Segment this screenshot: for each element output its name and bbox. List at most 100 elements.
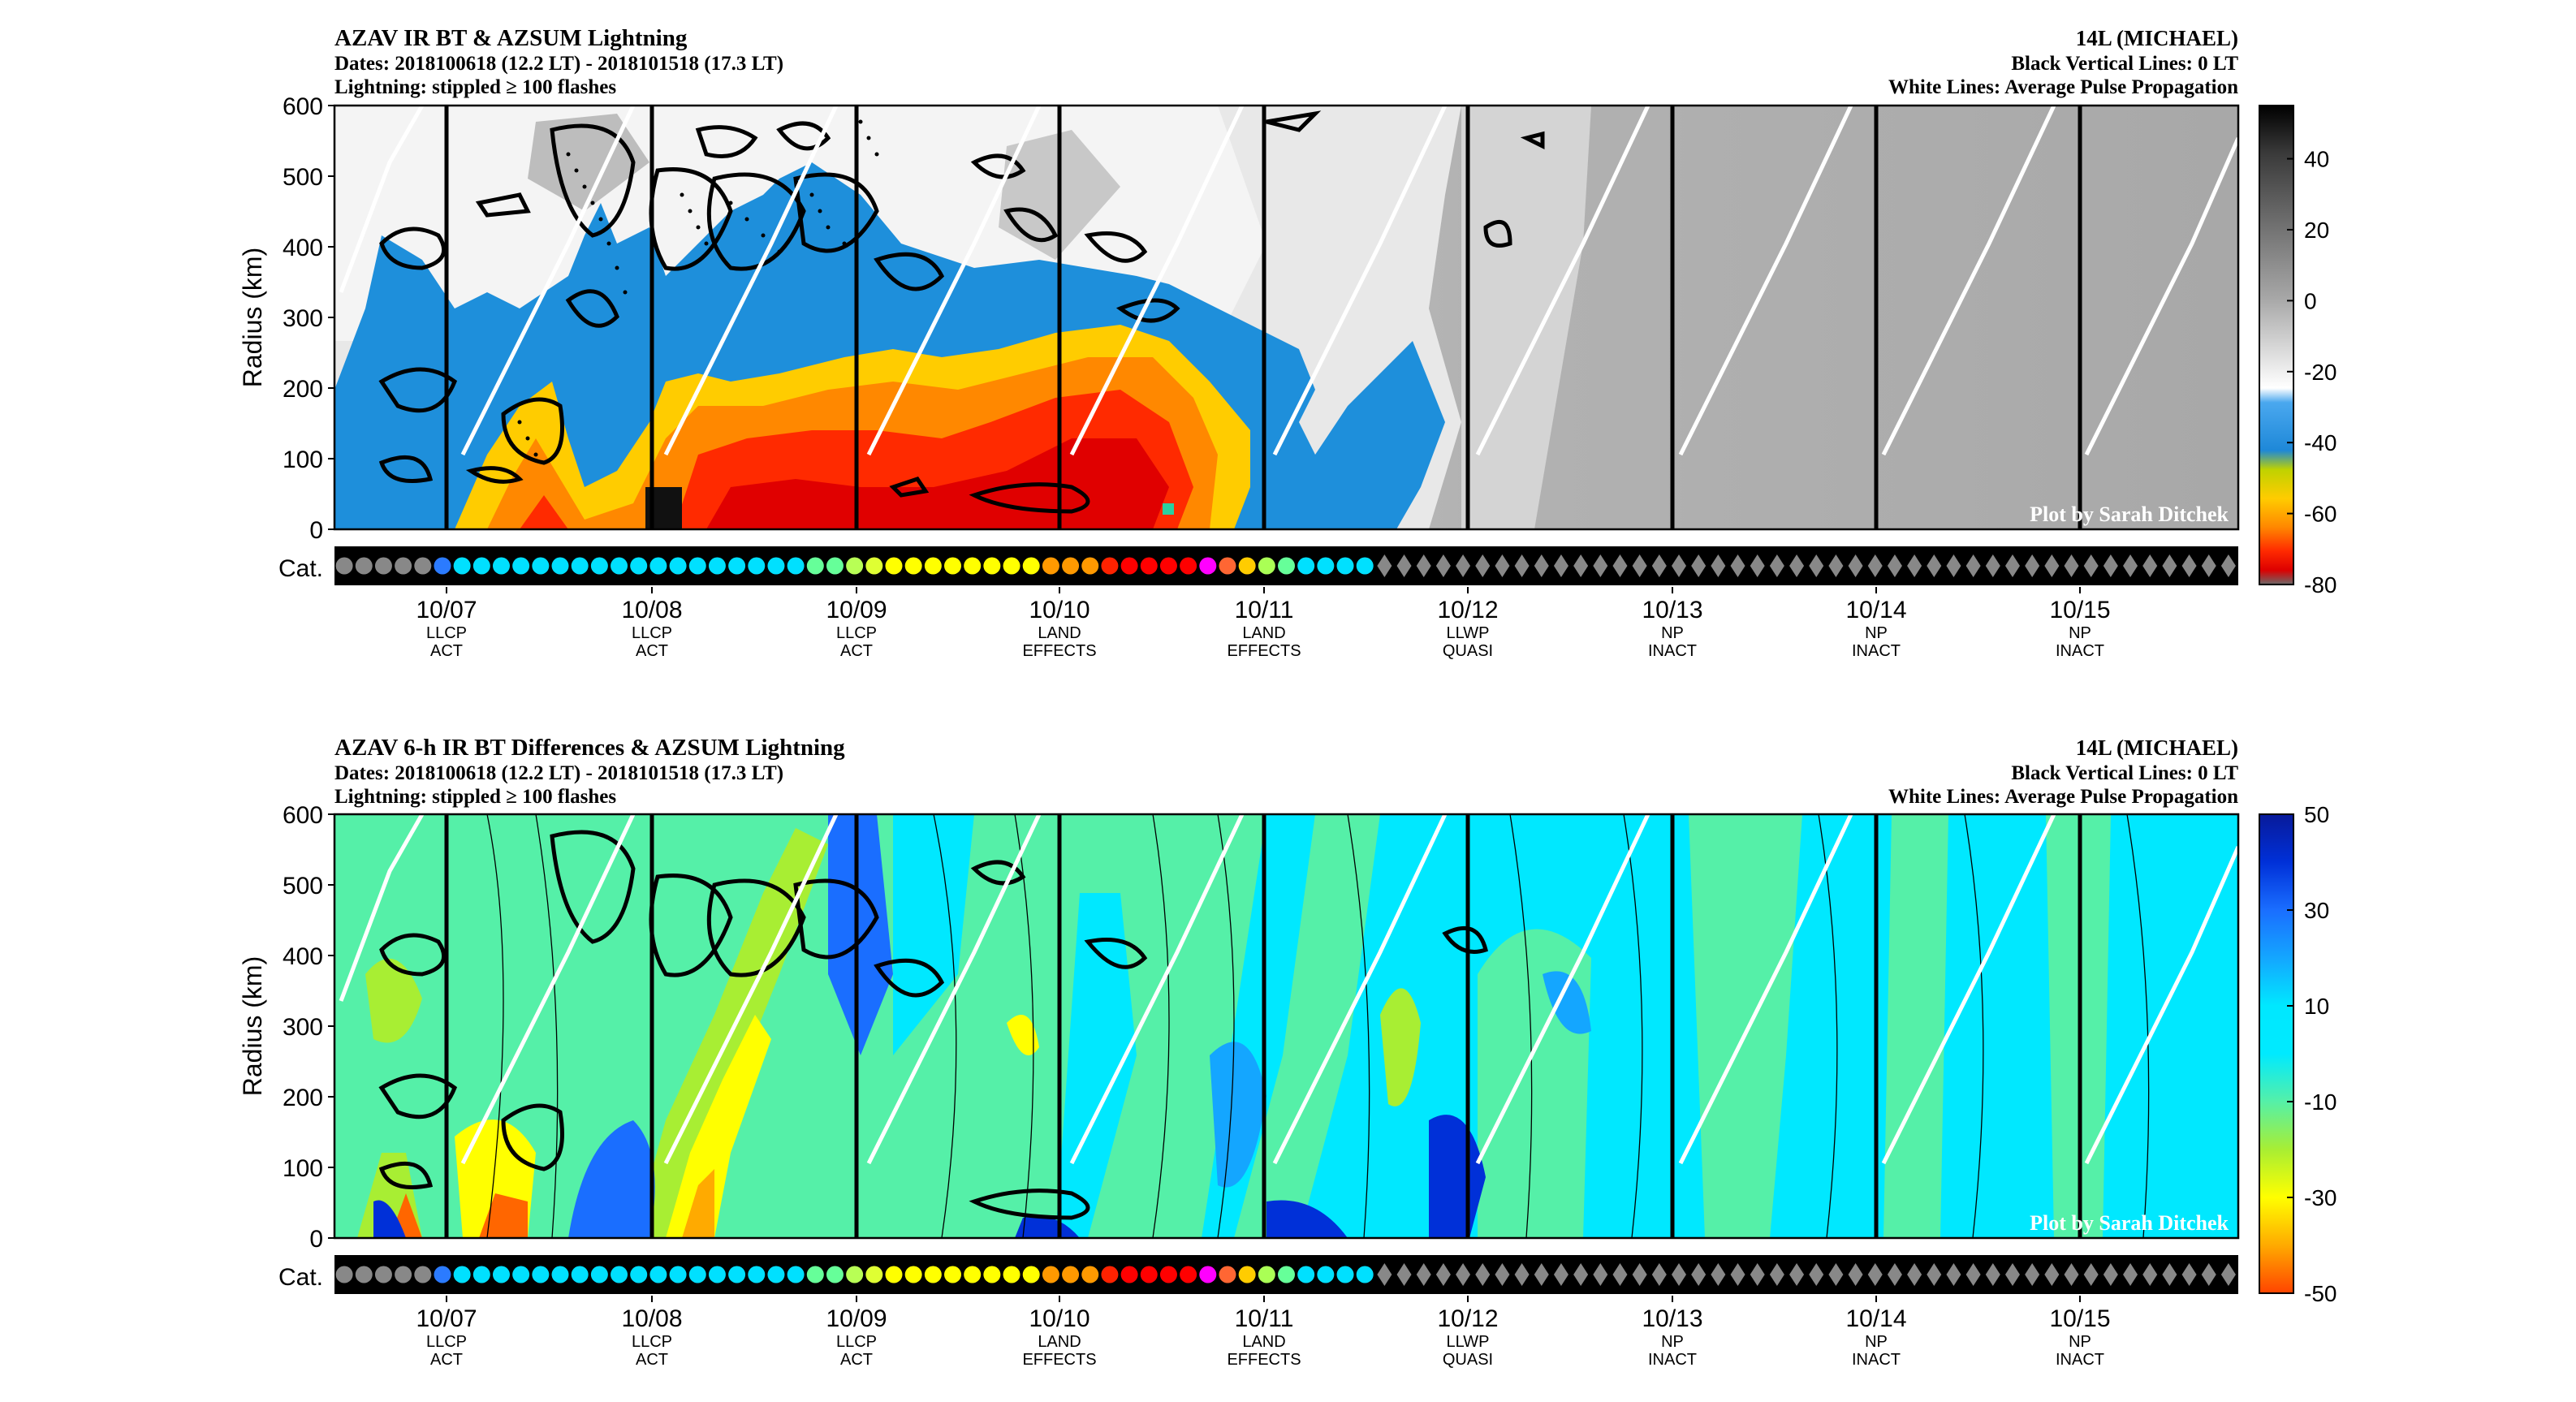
category-marker [1258, 557, 1275, 575]
y-axis-label: Radius (km) [238, 956, 267, 1096]
category-marker [904, 557, 922, 575]
category-marker [1475, 554, 1491, 577]
category-marker [1985, 1263, 2000, 1286]
category-marker [2044, 554, 2060, 577]
category-marker [1159, 557, 1177, 575]
category-marker [590, 1266, 608, 1283]
category-marker [787, 557, 805, 575]
category-marker [1140, 1266, 1158, 1283]
stage-label-line1: NP [1865, 624, 1888, 642]
category-marker [1495, 1263, 1510, 1286]
category-marker [1081, 1266, 1099, 1283]
category-marker [492, 1266, 510, 1283]
category-marker [1416, 1263, 1431, 1286]
category-marker [2123, 554, 2138, 577]
stage-label-line2: ACT [430, 1351, 463, 1369]
y-tick-label: 500 [283, 164, 323, 191]
x-tick-label: 10/12 [1437, 1305, 1498, 1332]
y-tick-label: 200 [283, 376, 323, 403]
category-marker [2103, 554, 2118, 577]
category-marker [1632, 554, 1647, 577]
colorbar-tick-label: -50 [2304, 1281, 2337, 1306]
category-marker [1927, 554, 1942, 577]
category-marker [649, 557, 667, 575]
panel-subtitle-lightning: Lightning: stippled ≥ 100 flashes [334, 76, 616, 98]
category-marker [885, 1266, 903, 1283]
category-marker [1907, 554, 1922, 577]
x-axis: 10/07LLCPACT10/08LLCPACT10/09LLCPACT10/1… [416, 1296, 2111, 1369]
category-markers [335, 1263, 2236, 1286]
category-marker [1965, 1263, 1981, 1286]
panel-subtitle-lightning: Lightning: stippled ≥ 100 flashes [334, 786, 616, 808]
colorbar-tick-label: 20 [2304, 218, 2329, 243]
x-tick-label: 10/13 [1642, 597, 1702, 623]
stage-label-line2: ACT [840, 642, 873, 660]
category-marker [1042, 557, 1059, 575]
x-tick-label: 10/09 [826, 597, 887, 623]
stage-label-line1: NP [1661, 1333, 1684, 1351]
pulse-propagation-lines [339, 814, 2238, 1165]
stage-label-line1: LAND [1038, 624, 1081, 642]
category-marker [335, 557, 353, 575]
category-marker [2142, 554, 2158, 577]
category-marker [571, 1266, 589, 1283]
x-tick-label: 10/11 [1235, 1305, 1294, 1332]
category-marker [395, 557, 412, 575]
category-marker [649, 1266, 667, 1283]
category-marker [2025, 1263, 2040, 1286]
y-tick-label: 500 [283, 873, 323, 899]
category-marker [2004, 1263, 2020, 1286]
category-marker [1691, 1263, 1707, 1286]
stage-label-line2: EFFECTS [1022, 1351, 1096, 1369]
category-marker [1396, 1263, 1412, 1286]
category-marker [964, 1266, 982, 1283]
category-marker [512, 1266, 530, 1283]
stage-label-line2: INACT [2056, 1351, 2104, 1369]
category-marker [395, 1266, 412, 1283]
panel-subtitle-dates: Dates: 2018100618 (12.2 LT) - 2018101518… [334, 53, 783, 75]
category-marker [1377, 554, 1392, 577]
colorbar-tick-label: 50 [2304, 802, 2329, 827]
category-marker [1573, 554, 1589, 577]
category-marker [944, 1266, 962, 1283]
x-tick-label: 10/08 [621, 597, 682, 623]
category-marker [767, 557, 785, 575]
category-marker [1828, 1263, 1844, 1286]
stage-label-line2: INACT [1648, 1351, 1697, 1369]
category-marker [924, 557, 942, 575]
category-marker [1003, 1266, 1020, 1283]
stage-label-line1: LAND [1242, 1333, 1285, 1351]
category-label: Cat. [278, 555, 323, 582]
category-marker [1435, 554, 1451, 577]
x-tick-label: 10/14 [1845, 597, 1906, 623]
stage-label-line2: INACT [1852, 1351, 1901, 1369]
white-lines-note: White Lines: Average Pulse Propagation [1888, 786, 2238, 808]
category-marker [1140, 557, 1158, 575]
category-marker [1258, 1266, 1275, 1283]
stage-label-line1: LLCP [836, 624, 877, 642]
category-marker [472, 1266, 490, 1283]
category-marker [492, 557, 510, 575]
category-marker [1534, 554, 1549, 577]
colorbar-tick-label: -30 [2304, 1185, 2337, 1210]
category-marker [611, 557, 628, 575]
category-marker [374, 557, 392, 575]
category-marker [1297, 1266, 1315, 1283]
stage-label-line2: ACT [636, 642, 668, 660]
category-marker [1651, 1263, 1667, 1286]
stage-label-line2: EFFECTS [1022, 642, 1096, 660]
x-tick-label: 10/08 [621, 1305, 682, 1332]
stage-label-line2: QUASI [1443, 1351, 1493, 1369]
x-tick-label: 10/14 [1845, 1305, 1906, 1332]
category-marker [1377, 1263, 1392, 1286]
x-tick-label: 10/11 [1235, 597, 1294, 623]
category-marker [1159, 1266, 1177, 1283]
ir-diff-panel: AZAV 6-h IR BT Differences & AZSUM Light… [238, 735, 2337, 1369]
colorbar-tick-label: 0 [2304, 288, 2317, 313]
category-marker [1356, 557, 1374, 575]
category-marker [2181, 1263, 2197, 1286]
stage-label-line1: LLWP [1447, 1333, 1490, 1351]
category-marker [2162, 1263, 2177, 1286]
category-marker [669, 557, 687, 575]
category-marker [1456, 1263, 1471, 1286]
